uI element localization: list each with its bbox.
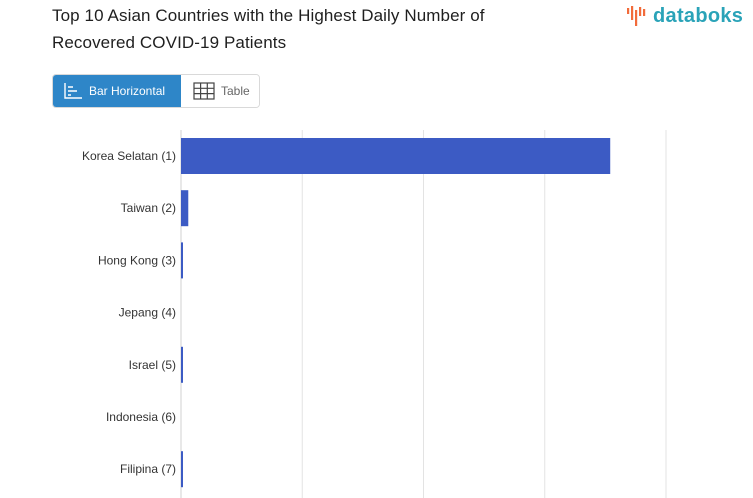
category-label: Israel (5) [129, 358, 176, 372]
category-label: Korea Selatan (1) [82, 149, 176, 163]
chart-title-line-2: Recovered COVID-19 Patients [52, 33, 287, 52]
bar-horizontal-label: Bar Horizontal [89, 84, 166, 98]
category-label: Indonesia (6) [106, 410, 176, 424]
bar-horizontal-button[interactable]: Bar Horizontal [53, 75, 181, 107]
bar[interactable] [181, 138, 611, 174]
table-icon [193, 82, 215, 100]
bar[interactable] [181, 190, 189, 227]
bars [181, 138, 611, 488]
bar-chart-icon [64, 83, 82, 99]
table-view-button[interactable]: Table [181, 75, 259, 107]
table-label: Table [221, 84, 250, 98]
brand-logo[interactable]: databoks [626, 2, 743, 30]
chart-title: Top 10 Asian Countries with the Highest … [52, 2, 572, 56]
brand-name: databoks [653, 4, 744, 27]
chart-title-line-1: Top 10 Asian Countries with the Highest … [52, 6, 485, 25]
category-labels: Korea Selatan (1) Taiwan (2) Hong Kong (3)… [82, 149, 176, 476]
category-label: Hong Kong (3) [98, 253, 176, 267]
view-toggle: Bar Horizontal Table [52, 74, 260, 108]
grid-lines [180, 130, 667, 498]
category-label: Taiwan (2) [121, 201, 176, 215]
category-label: Jepang (4) [119, 306, 176, 320]
databoks-mark-icon [627, 6, 646, 26]
bar[interactable] [181, 346, 183, 383]
bar[interactable] [181, 242, 183, 279]
bar[interactable] [181, 451, 183, 488]
category-label: Filipina (7) [120, 462, 176, 476]
